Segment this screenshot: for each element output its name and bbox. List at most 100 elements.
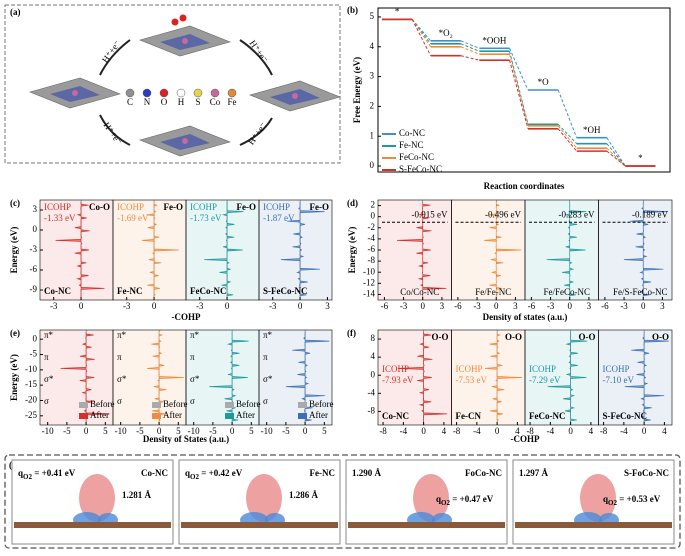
x-tick-label: -6: [601, 301, 609, 311]
bond-label: O-O: [432, 332, 449, 342]
connector: [557, 128, 578, 152]
connector: [509, 60, 529, 129]
connector: [460, 46, 480, 55]
connector: [509, 51, 529, 125]
step-label: H⁺+e⁻: [246, 120, 269, 146]
legend-label: Before: [163, 399, 188, 409]
bond-length: 1.290 Å: [352, 468, 382, 478]
q-symbol: q: [18, 468, 23, 478]
panel-label: (f): [347, 328, 356, 338]
spectrum-decoration: [285, 332, 330, 423]
subpanel-background: [39, 199, 114, 301]
material-label: Fe/FeCo-NC: [543, 287, 590, 297]
orbital-label: σ: [190, 396, 195, 406]
material-label: Co-NC: [382, 411, 409, 421]
subpanel-background: [524, 199, 599, 301]
x-tick-label: 0: [420, 301, 425, 311]
x-tick-label: 5: [249, 426, 254, 436]
atom-swatch: [176, 88, 186, 98]
y-tick-label: -25: [25, 410, 37, 420]
d-band-center: -0.283 eV: [559, 209, 595, 219]
connector: [509, 54, 529, 126]
connector: [460, 55, 480, 61]
charge-label: qO2 = +0.47 eV: [436, 494, 494, 507]
x-tick-label: 4: [662, 426, 667, 436]
y-tick-label: 3: [370, 71, 375, 81]
state-label: *: [395, 6, 400, 16]
material-label: S-FeCo-NC: [603, 411, 648, 421]
q-subscript: O2: [441, 499, 450, 507]
connector: [411, 19, 432, 45]
orbital-label: π*: [190, 330, 200, 340]
x-tick-label: -5: [63, 426, 71, 436]
x-tick-label: 0: [303, 426, 308, 436]
y-tick-label: 3: [33, 204, 38, 214]
x-tick-label: -10: [261, 426, 273, 436]
connector: [411, 19, 432, 48]
q-symbol: q: [185, 468, 190, 478]
connector: [509, 48, 529, 91]
orbital-label: π*: [263, 330, 273, 340]
charge-lobe: [79, 474, 115, 522]
y-tick-label: -12: [363, 277, 375, 287]
connector: [411, 19, 432, 56]
q-symbol: q: [603, 494, 608, 504]
y-tick-label: 8: [371, 333, 376, 343]
subpanel-background: [258, 199, 333, 301]
legend-swatch: [225, 413, 234, 419]
x-tick-label: -3: [547, 301, 555, 311]
material-label: Fe/Fe-NC: [475, 287, 511, 297]
charge-label: qO2 = +0.42 eV: [185, 468, 243, 481]
bond-length: 1.286 Å: [289, 490, 319, 500]
x-axis-title: Reaction coordinates: [484, 181, 565, 191]
atom-swatch: [142, 88, 152, 98]
material-label: Co/Co-NC: [400, 287, 439, 297]
connector: [557, 123, 578, 145]
material-label: Co-NC: [141, 468, 168, 478]
spectrum-decoration: [280, 202, 325, 298]
charge-label: qO2 = +0.41 eV: [18, 468, 76, 481]
material-label: S-FoCo-NC: [624, 468, 669, 478]
y-tick-label: 5: [370, 11, 375, 21]
atom-swatch: [125, 88, 135, 98]
x-tick-label: -4: [400, 426, 408, 436]
q-value: = +0.47 eV: [450, 494, 494, 504]
bond-label: Fe-O: [164, 202, 184, 212]
atom-swatch: [193, 88, 203, 98]
material-label: FoCo-NC: [465, 468, 502, 478]
state-label: *O: [538, 77, 550, 87]
atom-label: H: [178, 97, 185, 107]
x-tick-label: 0: [298, 301, 303, 311]
icohp-tag: ICOHP: [456, 364, 483, 374]
spectrum-decoration: [547, 332, 588, 423]
charge-lobe: [246, 474, 282, 522]
subpanel-background: [258, 329, 333, 426]
spectrum-decoration: [397, 332, 448, 423]
y-tick-label: -8: [368, 405, 376, 415]
legend-label: Before: [236, 399, 261, 409]
x-tick-label: -5: [282, 426, 290, 436]
subpanel-background: [39, 329, 114, 426]
spectrum-decoration: [484, 202, 522, 298]
y-tick-label: -10: [25, 364, 37, 374]
legend-swatch: [298, 413, 307, 419]
charge-label: qO2 = +0.53 eV: [603, 494, 661, 507]
x-tick-label: 5: [176, 426, 181, 436]
y-tick-label: -4: [368, 387, 376, 397]
icohp-value: -1.69 eV: [117, 213, 149, 223]
x-tick-label: -3: [123, 301, 131, 311]
x-tick-label: 0: [157, 426, 162, 436]
icohp-value: -7.93 eV: [382, 375, 414, 385]
spectrum-decoration: [55, 202, 105, 298]
x-tick-label: -10: [188, 426, 200, 436]
x-tick-label: -4: [620, 426, 628, 436]
x-tick-label: -3: [400, 301, 408, 311]
legend-label: After: [163, 410, 182, 420]
x-tick-label: 0: [567, 301, 572, 311]
catalyst-illustrations: [29, 14, 341, 157]
x-tick-label: 3: [513, 301, 518, 311]
q-symbol: q: [436, 494, 441, 504]
orbital-label: π: [190, 352, 195, 362]
